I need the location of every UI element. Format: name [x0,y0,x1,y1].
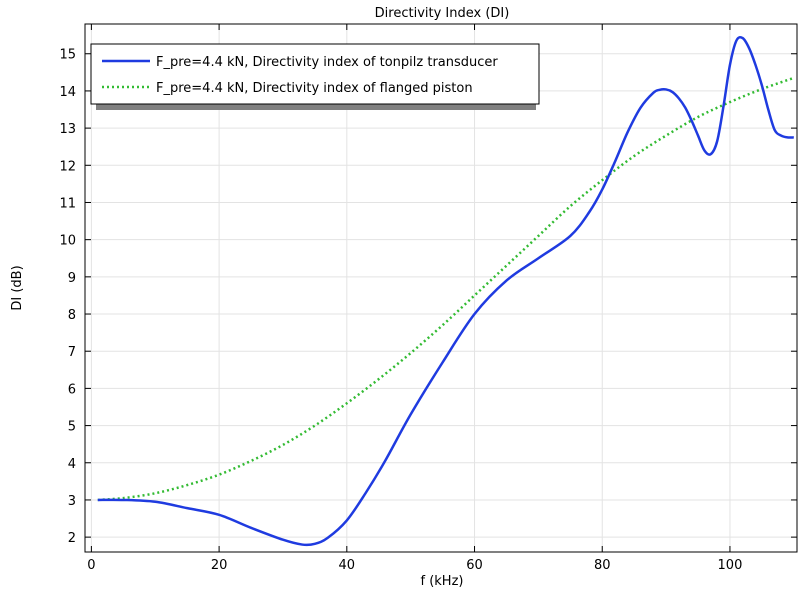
series-line-tonpilz-transducer [97,35,794,547]
y-tick-label: 2 [68,531,76,546]
tick-layer: 0 20 40 60 80 100 2 3 4 5 6 7 8 9 10 11 12 13 14 15 [59,24,797,573]
y-tick-label: 7 [68,345,76,360]
y-tick-label: 11 [59,196,76,211]
x-axis-title: f (kHz) [421,574,464,589]
plot-area-frame [84,23,798,553]
y-axis-title: DI (dB) [10,265,25,310]
series-layer [97,35,795,547]
legend-label-tonpilz: F_pre=4.4 kN, Directivity index of tonpi… [156,55,498,70]
legend-box [90,43,540,105]
y-tick-label: 9 [68,271,76,286]
legend: F_pre=4.4 kN, Directivity index of tonpi… [90,43,540,110]
x-tick-label: 60 [466,558,483,573]
y-tick-label: 15 [59,48,76,63]
y-tick-label: 6 [68,382,76,397]
y-tick-label: 5 [68,420,76,435]
y-tick-label: 8 [68,308,76,323]
x-tick-label: 20 [211,558,228,573]
y-tick-label: 12 [59,159,76,174]
y-tick-label: 14 [59,85,76,100]
y-tick-label: 13 [59,122,76,137]
y-tick-label: 4 [68,457,76,472]
y-tick-label: 10 [59,234,76,249]
x-tick-label: 80 [594,558,611,573]
y-tick-label: 3 [68,494,76,509]
x-tick-label: 40 [339,558,356,573]
x-tick-label: 0 [87,558,95,573]
chart-title: Directivity Index (DI) [375,6,510,21]
x-tick-label: 100 [718,558,743,573]
legend-label-flanged-piston: F_pre=4.4 kN, Directivity index of flang… [156,81,473,96]
grid [85,24,797,552]
